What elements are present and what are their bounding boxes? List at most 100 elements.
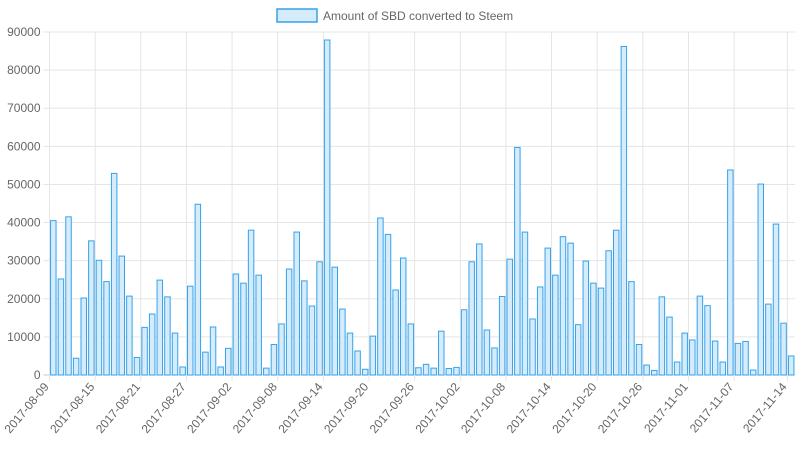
bar xyxy=(491,347,498,376)
bar xyxy=(301,280,308,376)
bar xyxy=(704,305,711,376)
bar xyxy=(696,295,704,376)
bar xyxy=(240,282,247,376)
x-tick-label: 2017-11-01 xyxy=(641,380,691,436)
bar xyxy=(658,296,666,376)
bar xyxy=(171,332,179,376)
bar xyxy=(757,183,765,376)
bar xyxy=(597,287,605,376)
bar xyxy=(483,329,491,376)
bar xyxy=(72,357,80,376)
bar xyxy=(742,340,749,376)
bar xyxy=(574,324,582,376)
x-tick-label: 2017-09-08 xyxy=(230,380,280,436)
bar xyxy=(285,268,293,376)
bar xyxy=(270,344,278,376)
bar xyxy=(749,369,757,376)
x-tick-label: 2017-11-14 xyxy=(740,380,790,436)
x-tick-label: 2017-09-26 xyxy=(367,380,417,436)
bar xyxy=(514,146,521,376)
bar xyxy=(384,233,392,376)
y-tick-label: 80000 xyxy=(7,63,41,77)
bar xyxy=(110,172,118,376)
bar xyxy=(711,340,719,376)
bar xyxy=(202,351,209,376)
bar xyxy=(719,361,726,376)
legend[interactable]: Amount of SBD converted to Steem xyxy=(276,8,513,23)
y-tick-label: 60000 xyxy=(7,139,41,153)
bar xyxy=(438,330,445,376)
bar xyxy=(445,368,453,376)
x-tick-label: 2017-08-15 xyxy=(47,380,97,436)
bar xyxy=(65,216,72,376)
y-axis-ticks: 0 10000 20000 30000 40000 50000 60000 70000 8000… xyxy=(7,25,41,382)
x-tick-label: 2017-08-21 xyxy=(93,380,143,436)
bar xyxy=(369,335,377,376)
bar xyxy=(361,368,369,376)
bar xyxy=(316,261,323,376)
bar xyxy=(308,305,316,376)
bar xyxy=(605,250,612,376)
y-tick-label: 40000 xyxy=(7,216,41,230)
y-tick-label: 30000 xyxy=(7,254,41,268)
bar xyxy=(399,257,407,376)
bar xyxy=(88,240,95,376)
bar xyxy=(225,347,232,376)
bar xyxy=(635,344,643,376)
bar xyxy=(590,282,597,376)
bar xyxy=(247,229,255,376)
bar xyxy=(179,366,186,376)
bar xyxy=(80,297,87,376)
bar xyxy=(582,260,590,376)
bar xyxy=(133,356,141,376)
x-axis-ticks: 2017-08-092017-08-152017-08-212017-08-27… xyxy=(2,380,790,436)
bar xyxy=(651,369,658,376)
bar xyxy=(194,203,202,376)
bar xyxy=(126,295,133,376)
bar xyxy=(232,273,240,376)
bar xyxy=(780,322,787,376)
y-tick-label: 50000 xyxy=(7,177,41,191)
bar xyxy=(521,231,529,376)
bar xyxy=(354,350,361,376)
bar xyxy=(544,247,552,376)
bar xyxy=(689,339,696,376)
bar xyxy=(552,274,559,376)
bar xyxy=(323,39,331,376)
bar xyxy=(529,318,536,376)
x-tick-label: 2017-09-14 xyxy=(275,380,325,436)
bar xyxy=(407,323,415,376)
y-tick-label: 70000 xyxy=(7,101,41,115)
bar xyxy=(620,45,628,376)
bar xyxy=(186,285,194,376)
bar xyxy=(498,295,506,376)
y-tick-label: 10000 xyxy=(7,330,41,344)
bar xyxy=(422,363,430,376)
bar xyxy=(787,355,795,376)
y-tick-label: 0 xyxy=(34,368,41,382)
bar xyxy=(278,323,285,376)
x-tick-label: 2017-10-20 xyxy=(549,380,599,436)
x-tick-label: 2017-10-08 xyxy=(458,380,508,436)
bar xyxy=(103,281,110,376)
bar xyxy=(681,332,688,376)
bar xyxy=(331,266,339,376)
legend-label[interactable]: Amount of SBD converted to Steem xyxy=(323,9,513,23)
bars xyxy=(50,39,795,376)
x-tick-label: 2017-10-14 xyxy=(504,380,554,436)
bar xyxy=(141,326,148,376)
bar xyxy=(536,286,544,376)
bar xyxy=(217,366,224,376)
y-tick-label: 90000 xyxy=(7,25,41,39)
bar xyxy=(673,361,681,376)
bar xyxy=(148,313,156,376)
bar xyxy=(765,303,772,376)
bar xyxy=(118,255,126,376)
bar xyxy=(643,364,650,376)
bar xyxy=(392,289,399,376)
bar xyxy=(468,261,475,376)
legend-swatch[interactable] xyxy=(276,8,318,23)
bar xyxy=(209,326,217,376)
